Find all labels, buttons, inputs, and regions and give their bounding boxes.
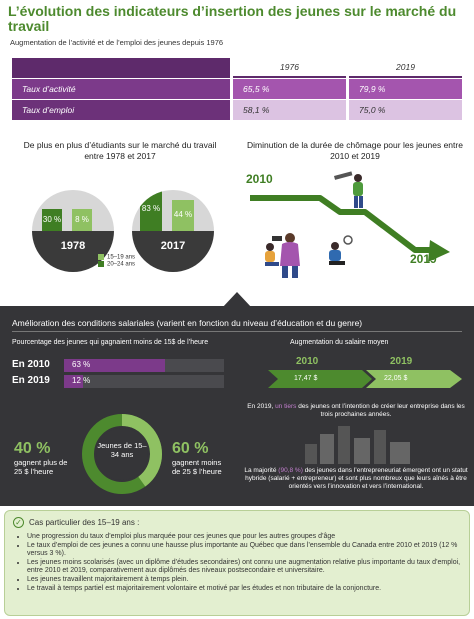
bar-15-19: 8 % xyxy=(72,209,92,231)
low-wage-title: Pourcentage des jeunes qui gagnaient moi… xyxy=(12,339,209,346)
chomage-start-year: 2010 xyxy=(246,172,273,186)
low-bar-fill xyxy=(64,375,83,388)
particular-case-box: ✓ Cas particulier des 15–19 ans : Une pr… xyxy=(4,510,470,616)
donut-label: Jeunes de 15–34 ans xyxy=(97,441,147,459)
list-item: Le taux d’emploi de ces jeunes a connu u… xyxy=(27,542,467,558)
left-text: gagnent plus de 25 $ l’heure xyxy=(14,458,68,476)
low-value-2019: 12 % xyxy=(72,376,91,385)
list-item: Une progression du taux d’emploi plus ma… xyxy=(27,533,467,541)
table-header: 1976 2019 xyxy=(12,58,462,78)
person-sitting-icon xyxy=(265,243,279,266)
chomage-title: Diminution de la durée de chômage pour l… xyxy=(247,140,463,161)
header-year-2019: 2019 xyxy=(349,58,462,78)
text: En 2019, xyxy=(247,403,274,410)
left-percent: 40 % xyxy=(14,440,51,457)
avg-value-2019: 22,05 $ xyxy=(384,375,408,382)
list-item: Les jeunes moins scolarisés (avec un dip… xyxy=(27,559,467,575)
bowl-year: 2017 xyxy=(132,231,214,272)
avg-year-2010: 2010 xyxy=(296,356,319,367)
person-binoculars-icon xyxy=(272,233,300,278)
right-percent: 60 % xyxy=(172,440,209,457)
page-subtitle: Augmentation de l’activité et de l’emplo… xyxy=(10,38,224,47)
arrow-head-icon xyxy=(428,240,450,262)
low-bar-fill xyxy=(64,359,165,372)
legend-item: 15–19 ans xyxy=(98,254,135,261)
legend-swatch xyxy=(98,254,104,260)
check-icon: ✓ xyxy=(13,517,24,528)
particular-list: Une progression du taux d’emploi plus ma… xyxy=(13,533,467,594)
divider xyxy=(12,331,462,332)
row-label: Taux d’emploi xyxy=(12,100,230,120)
bar-20-24: 83 % xyxy=(140,190,162,231)
legend: 15–19 ans 20–24 ans xyxy=(98,254,135,267)
cell-1976: 65,5 % xyxy=(233,79,346,99)
city-skyline-icon xyxy=(305,426,410,464)
avg-year-2019: 2019 xyxy=(390,356,413,367)
students-title: De plus en plus d’étudiants sur le march… xyxy=(23,140,217,161)
donut-ring-40 xyxy=(82,414,162,494)
avg-wage-title: Augmentation du salaire moyen xyxy=(290,339,389,346)
particular-title: Cas particulier des 15–19 ans : xyxy=(29,518,140,527)
low-bar-track xyxy=(64,375,224,388)
highlight: un tiers xyxy=(275,403,297,410)
salary-panel xyxy=(0,306,474,506)
avg-value-2010: 17,47 $ xyxy=(294,375,318,382)
entrepreneur-intent: En 2019, un tiers des jeunes ont l’inten… xyxy=(246,403,466,419)
header-year-1976: 1976 xyxy=(233,58,346,78)
list-item: Le travail à temps partiel est majoritai… xyxy=(27,585,467,593)
donut-chart xyxy=(82,414,162,494)
particular-header: ✓ Cas particulier des 15–19 ans : xyxy=(13,517,139,528)
table-row: Taux d’emploi 58,1 % 75,0 % xyxy=(12,100,462,120)
rates-table: 1976 2019 Taux d’activité 65,5 % 79,9 % … xyxy=(12,58,462,121)
cell-2019: 79,9 % xyxy=(349,79,462,99)
legend-label: 15–19 ans xyxy=(107,254,136,261)
cell-1976: 58,1 % xyxy=(233,100,346,120)
legend-label: 20–24 ans xyxy=(107,261,136,268)
header-blank xyxy=(12,58,230,78)
avg-wage-arrow xyxy=(268,370,462,388)
text: La majorité xyxy=(244,467,277,474)
low-year-2019: En 2019 xyxy=(12,375,50,386)
table-row: Taux d’activité 65,5 % 79,9 % xyxy=(12,79,462,99)
low-year-2010: En 2010 xyxy=(12,359,50,370)
text: des jeunes dans l’entrepreneuriat émerge… xyxy=(245,467,468,490)
highlight: (90,8 %) xyxy=(278,467,303,474)
bowl-2017: 83 % 44 % 2017 xyxy=(132,190,214,272)
donut-center xyxy=(96,428,148,480)
low-value-2010: 63 % xyxy=(72,360,91,369)
legend-swatch xyxy=(98,260,104,267)
bar-15-19: 44 % xyxy=(172,200,194,231)
pointer-notch xyxy=(222,292,252,308)
decline-line xyxy=(250,195,435,253)
list-item: Les jeunes travaillent majoritairement à… xyxy=(27,576,467,584)
person-magnifier-icon xyxy=(329,235,353,265)
decline-illustration xyxy=(250,171,450,278)
row-label: Taux d’activité xyxy=(12,79,230,99)
cell-2019: 75,0 % xyxy=(349,100,462,120)
legend-item: 20–24 ans xyxy=(98,260,136,268)
bar-20-24: 30 % xyxy=(42,209,62,231)
right-text: gagnent moins de 25 $ l’heure xyxy=(172,458,222,476)
entrepreneur-hybrid: La majorité (90,8 %) des jeunes dans l’e… xyxy=(244,467,468,491)
salary-heading: Amélioration des conditions salariales (… xyxy=(12,318,363,328)
person-telescope-icon xyxy=(334,171,363,208)
text: des jeunes ont l’intention de créer leur… xyxy=(298,403,465,418)
page-title: L’évolution des indicateurs d’insertion … xyxy=(8,3,457,34)
